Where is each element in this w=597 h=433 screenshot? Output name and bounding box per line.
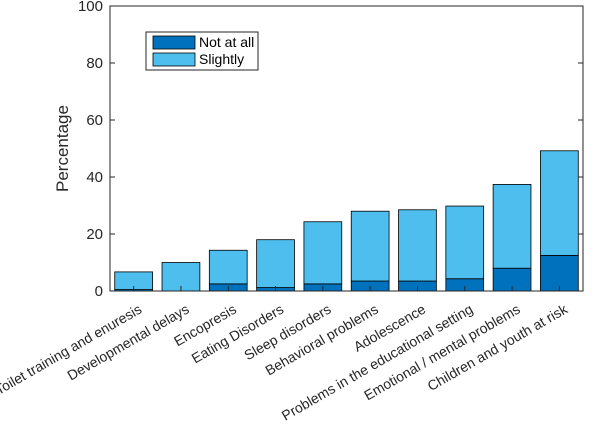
bar-slightly-7: [445, 205, 485, 280]
bars-layer: [114, 150, 579, 292]
y-tick-label: 20: [86, 226, 103, 243]
legend-label-slightly: Slightly: [199, 51, 244, 67]
bar-slightly-9: [540, 150, 579, 256]
y-tick-label: 60: [86, 112, 103, 129]
bar-slightly-5: [350, 210, 390, 282]
y-tick-label: 80: [86, 55, 103, 72]
bar-slightly-2: [208, 249, 248, 285]
bar-slightly-8: [492, 184, 532, 269]
y-tick-label: 40: [86, 169, 103, 186]
legend-swatch-slightly: [152, 52, 196, 67]
y-tick-label: 100: [78, 0, 103, 15]
plot-area-frame: [109, 5, 584, 292]
legend: Not at all Slightly: [145, 31, 259, 71]
legend-swatch-not-at-all: [152, 35, 196, 50]
y-axis-label: Percentage: [53, 105, 72, 192]
x-axis: Toilet training and enuresisDevelopmenta…: [0, 286, 571, 424]
bar-slightly-3: [256, 239, 295, 288]
bar-slightly-6: [398, 209, 437, 282]
y-tick-label: 0: [95, 283, 103, 300]
bar-slightly-4: [303, 221, 343, 285]
bar-not-at-all-9: [540, 254, 579, 292]
legend-label-not-at-all: Not at all: [199, 34, 254, 50]
y-axis: 0 20 40 60 80 100: [78, 0, 583, 300]
